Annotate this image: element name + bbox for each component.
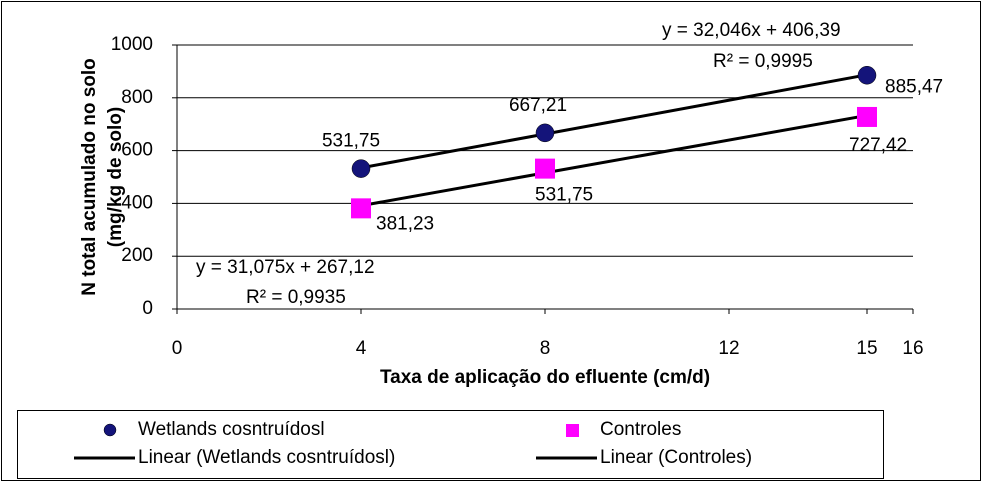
x-tick-label: 16 [902,338,923,359]
data-label: 381,23 [376,213,434,234]
data-label: 531,75 [322,131,380,152]
legend-label: Controles [600,419,681,440]
point [535,123,555,143]
y-tick-label: 400 [121,192,153,213]
trendline-equation: y = 31,075x + 267,12 [196,257,375,278]
y-tick-label: 600 [121,140,153,161]
legend-label: Linear (Wetlands cosntruídosl) [138,447,395,468]
x-tick-label: 12 [718,338,739,359]
trendline [360,113,868,208]
legend-label: Linear (Controles) [600,447,752,468]
trendline-r2: R² = 0,9935 [246,287,346,308]
x-axis-title: Taxa de aplicação do efluente (cm/d) [380,367,710,388]
legend [17,410,884,479]
x-tick-label: 4 [356,338,367,359]
legend-label: Wetlands cosntruídosl [138,419,325,440]
legend-marker [566,424,579,437]
trendline-equation: y = 32,046x + 406,39 [662,20,841,41]
point [857,65,877,85]
point [857,106,877,127]
point [351,159,371,178]
trendline [360,73,868,170]
x-tick-label: 15 [856,338,877,359]
y-tick-label: 0 [142,298,153,319]
x-tick-label: 8 [540,338,551,359]
y-tick-label: 200 [121,245,153,266]
y-axis-title: (mg/kg de solo) [105,107,126,247]
x-tick-label: 0 [172,338,183,359]
legend-marker [103,423,117,437]
point [535,158,555,179]
data-label: 727,42 [849,135,907,156]
y-tick-label: 800 [121,87,153,108]
y-axis-title: N total acumulado no solo [79,58,100,296]
data-label: 667,21 [509,95,567,116]
data-label: 885,47 [885,76,943,97]
trendline-r2: R² = 0,9995 [713,51,813,72]
point [351,198,371,219]
data-label: 531,75 [535,185,593,206]
y-tick-label: 1000 [111,34,153,55]
